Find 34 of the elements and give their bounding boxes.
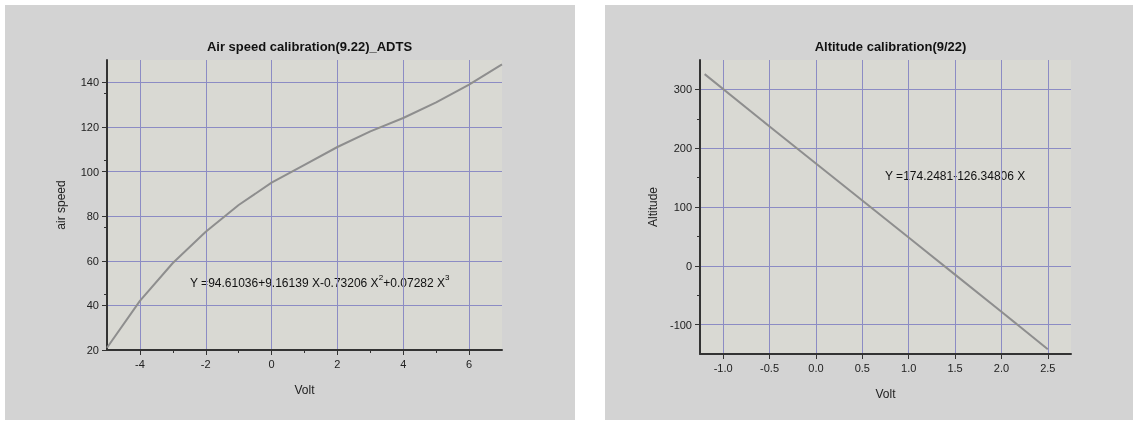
y-tick-label: 80: [86, 210, 99, 223]
chart-title: Altitude calibration(9/22): [814, 39, 967, 54]
y-tick-label: 100: [673, 201, 692, 213]
y-tick-label: 200: [673, 142, 692, 155]
x-tick-label: 4: [400, 357, 407, 370]
x-tick-label: -4: [135, 357, 145, 370]
x-tick-label: 1.0: [901, 361, 917, 374]
x-tick-label: 2.5: [1040, 361, 1056, 374]
x-tick-label: 6: [466, 357, 473, 370]
y-axis-title: air speed: [54, 180, 68, 230]
x-tick-label: -0.5: [760, 361, 780, 374]
y-axis-title: Altitude: [646, 186, 661, 228]
chart-title: Air speed calibration(9.22)_ADTS: [206, 39, 413, 54]
x-tick-label: 0: [268, 357, 275, 370]
x-axis-title: Volt: [294, 383, 316, 397]
y-tick-label: 60: [86, 254, 99, 267]
y-tick-label: 140: [80, 76, 99, 89]
annotation: Y =174.2481-126.34806 X: [885, 169, 1026, 183]
line-series: [703, 73, 1049, 351]
y-tick-label: 120: [80, 120, 99, 133]
x-tick-label: 1.5: [947, 361, 963, 374]
x-tick-label: -1.0: [713, 361, 733, 374]
x-tick-label: 2.0: [993, 361, 1010, 374]
y-tick-label: 300: [673, 83, 692, 96]
y-tick-label: 40: [86, 299, 99, 312]
y-tick-label: 20: [86, 344, 99, 356]
y-tick-label: -100: [669, 318, 692, 331]
x-axis-title: Volt: [875, 387, 897, 401]
x-tick-label: 2: [334, 357, 341, 370]
x-tick-label: 0.0: [808, 361, 824, 374]
x-tick-label: 0.5: [854, 361, 870, 374]
y-tick-label: 0: [685, 259, 692, 272]
x-tick-label: -2: [200, 357, 211, 370]
y-tick-label: 100: [80, 165, 99, 178]
